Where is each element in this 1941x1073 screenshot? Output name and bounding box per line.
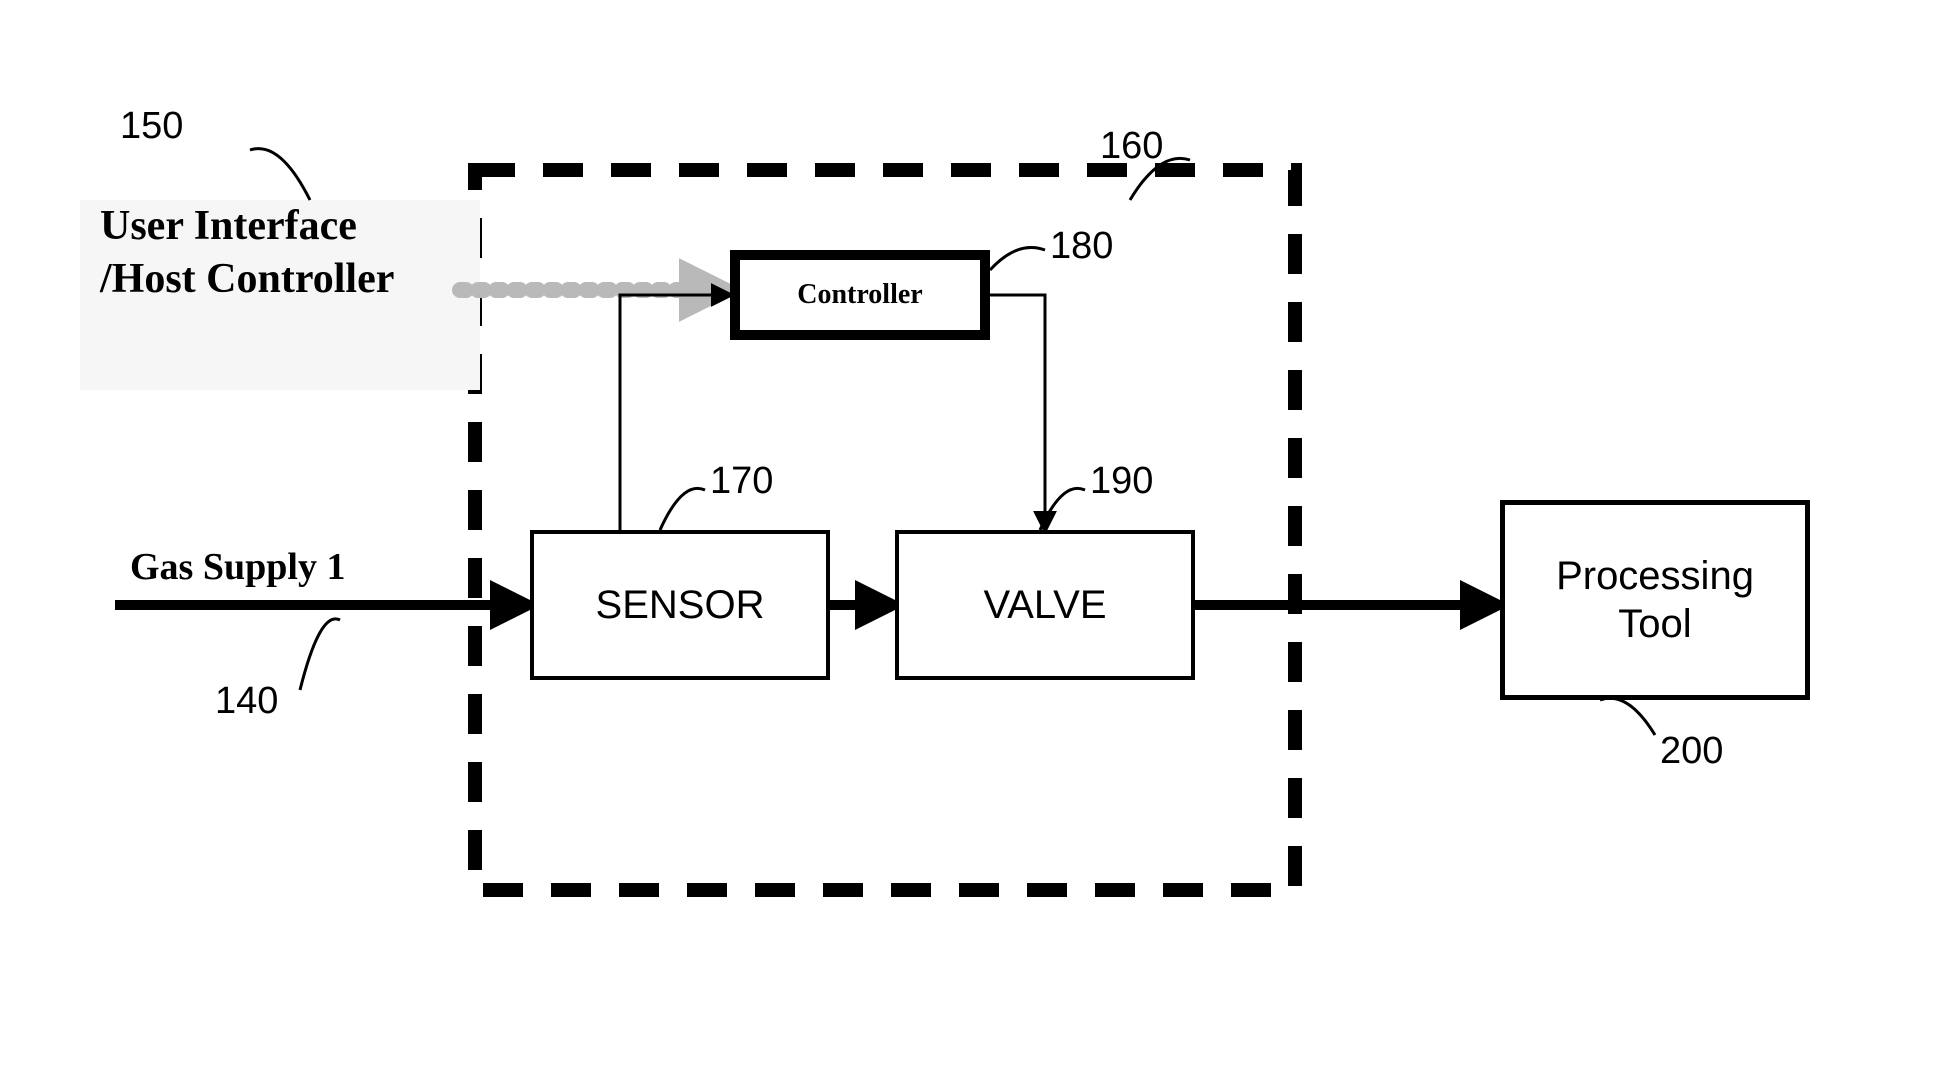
leader-150 (250, 149, 310, 200)
ref-190: 190 (1090, 460, 1153, 503)
ref-180: 180 (1050, 225, 1113, 268)
ref-150: 150 (120, 105, 183, 148)
controller-to-valve-arrow (990, 295, 1045, 530)
host-controller-block: User Interface /Host Controller (100, 200, 460, 305)
controller-label: Controller (797, 279, 922, 311)
sensor-block: SENSOR (530, 530, 830, 680)
diagram-canvas: { "canvas": { "width": 1941, "height": 1… (0, 0, 1941, 1073)
leader-140 (300, 619, 340, 690)
leader-170 (660, 488, 705, 530)
processing-tool-block: Processing Tool (1500, 500, 1810, 700)
processing-tool-line2: Tool (1556, 600, 1754, 648)
ref-140: 140 (215, 680, 278, 723)
ref-170: 170 (710, 460, 773, 503)
valve-block: VALVE (895, 530, 1195, 680)
leader-200 (1600, 698, 1655, 735)
processing-tool-line1: Processing (1556, 552, 1754, 600)
host-line2: /Host Controller (100, 253, 460, 306)
ref-160: 160 (1100, 125, 1163, 168)
gas-supply-label: Gas Supply 1 (130, 545, 345, 589)
ref-200: 200 (1660, 730, 1723, 773)
sensor-label: SENSOR (596, 583, 765, 628)
host-line1: User Interface (100, 200, 460, 253)
controller-block: Controller (730, 250, 990, 340)
valve-label: VALVE (983, 583, 1106, 628)
leader-180 (990, 248, 1045, 271)
leader-190 (1040, 488, 1085, 530)
